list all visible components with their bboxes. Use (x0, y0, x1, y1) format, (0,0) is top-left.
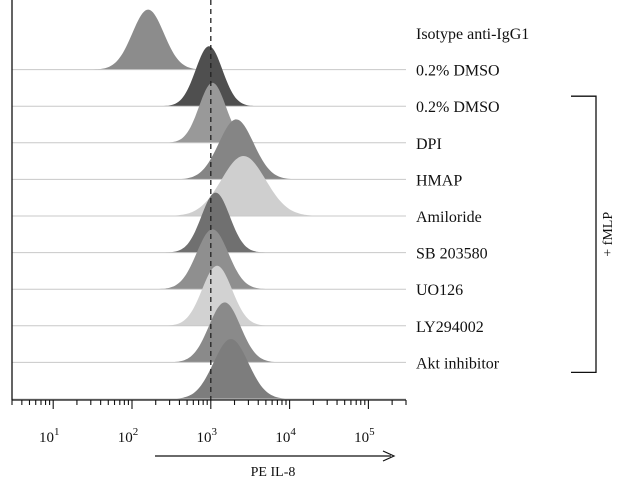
x-tick-label: 105 (354, 426, 375, 446)
row-label: HMAP (416, 172, 462, 189)
x-tick-label: 104 (275, 426, 296, 446)
x-tick-label: 101 (39, 426, 60, 446)
x-tick-label: 103 (197, 426, 218, 446)
histogram-4 (12, 119, 406, 180)
x-axis-title: PE IL-8 (251, 465, 296, 480)
plot-frame (11, 0, 406, 401)
histogram-9 (12, 302, 406, 363)
x-axis-arrow-head (382, 450, 396, 462)
fmlp-bracket: + fMLP (571, 95, 616, 374)
row-labels: Isotype anti-IgG1 0.2% DMSO 0.2% DMSO DPI HM… (416, 26, 529, 372)
histogram-2 (12, 46, 406, 107)
bracket-line (571, 95, 597, 374)
row-label: 0.2% DMSO (416, 63, 500, 80)
histogram-8 (12, 265, 406, 326)
x-tick-label: 102 (118, 426, 139, 446)
row-label: Akt inhibitor (416, 355, 500, 372)
x-axis: 101 102 103 104 105 (11, 400, 407, 446)
row-label: DPI (416, 136, 442, 153)
row-label: SB 203580 (416, 246, 488, 263)
histogram-10 (12, 339, 406, 399)
row-label: Amiloride (416, 209, 482, 226)
bracket-label: + fMLP (601, 212, 616, 257)
row-label: Isotype anti-IgG1 (416, 26, 529, 43)
x-axis-title-group: PE IL-8 (155, 450, 396, 480)
histogram-rows (12, 9, 406, 400)
histogram-3 (12, 82, 406, 143)
row-label: 0.2% DMSO (416, 99, 500, 116)
histogram-7 (12, 229, 406, 290)
row-label: LY294002 (416, 319, 484, 336)
histogram-6 (12, 192, 406, 253)
row-label: UO126 (416, 282, 463, 299)
